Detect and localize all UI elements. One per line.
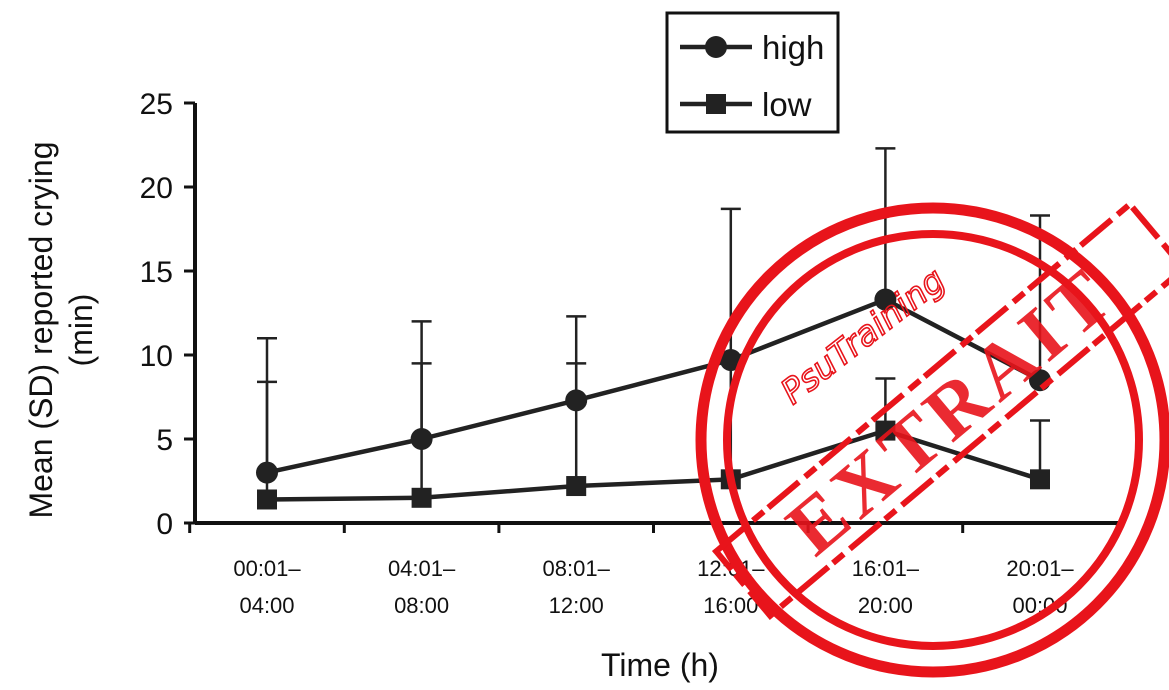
series-line-low	[266, 428, 1041, 502]
x-tick-label-line2: 12:00	[549, 593, 604, 618]
y-axis-title-line2: (min)	[63, 294, 99, 367]
x-tick-label-line1: 08:01–	[543, 556, 611, 581]
data-point-low	[566, 476, 587, 497]
y-tick-label: 25	[140, 88, 173, 121]
y-axis-title: Mean (SD) reported crying (min)	[23, 141, 99, 518]
x-tick-label-line2: 16:00	[703, 593, 758, 618]
legend-marker-high	[705, 36, 727, 58]
y-ticks: 0 5 10 15 20 25	[140, 88, 195, 541]
data-point-low	[1030, 469, 1050, 490]
x-tick-label-line1: 20:01–	[1006, 556, 1074, 581]
data-point-high	[874, 288, 897, 311]
data-point-low	[257, 489, 277, 510]
x-tick-label-line1: 16:01–	[852, 556, 920, 581]
y-tick-label: 5	[156, 424, 173, 457]
legend-box	[665, 11, 840, 134]
x-tick-label-line2: 04:00	[239, 593, 294, 618]
stamp-outer-ring	[695, 202, 1169, 678]
data-point-high	[719, 349, 742, 372]
legend-label-high: high	[762, 29, 824, 66]
legend-marker-low	[706, 94, 726, 114]
legend-items: high low	[680, 29, 824, 123]
data-point-low	[875, 420, 896, 441]
y-tick-label: 20	[140, 172, 173, 205]
x-ticks: 00:01–04:0004:01–08:0008:01–12:0012:01–1…	[188, 523, 1119, 618]
x-tick-label-line2: 08:00	[394, 593, 449, 618]
y-axis-title-line1: Mean (SD) reported crying	[23, 141, 59, 518]
stamp-band-border	[711, 200, 1169, 620]
x-tick-label-line2: 20:00	[858, 593, 913, 618]
y-tick-label: 0	[156, 508, 173, 541]
x-tick-label-line1: 04:01–	[388, 556, 456, 581]
y-tick-label: 10	[140, 340, 173, 373]
legend-label-low: low	[762, 86, 812, 123]
x-axis-title: Time (h)	[601, 647, 719, 683]
y-tick-label: 15	[140, 256, 173, 289]
legend: high low	[665, 11, 840, 134]
data-point-low	[411, 487, 432, 508]
series-low	[257, 362, 1050, 510]
x-tick-label-line1: 00:01–	[233, 556, 301, 581]
series-line-high	[266, 297, 1042, 475]
stamp-inner-ring	[723, 230, 1143, 650]
series-layer	[256, 147, 1051, 510]
axes: 0 5 10 15 20 25 00:01– 04:00 04:01– 08:00 08:01– 1…	[140, 88, 1123, 618]
